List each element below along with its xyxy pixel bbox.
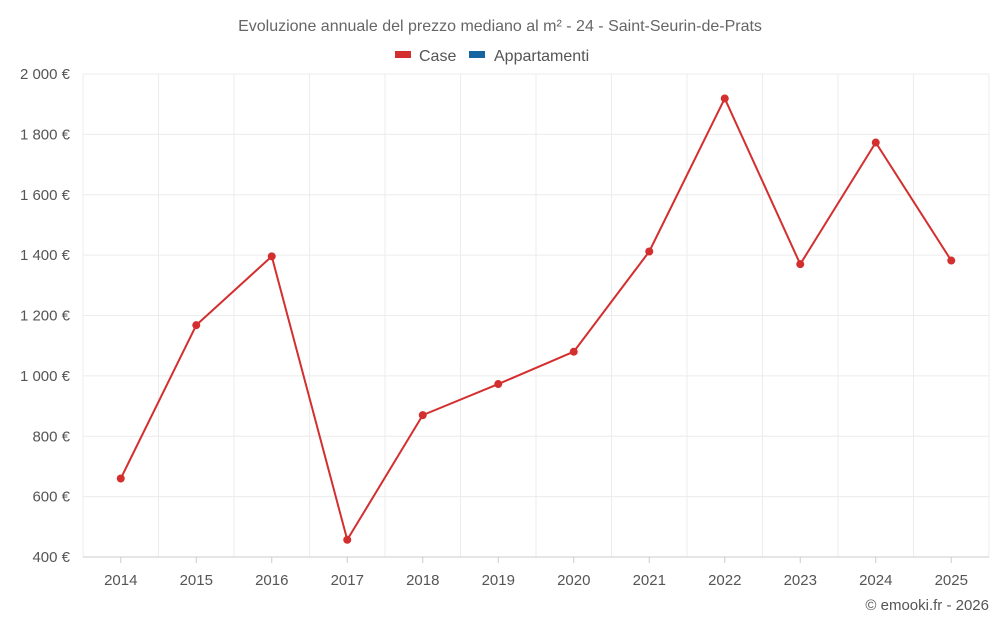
data-point-case[interactable]	[494, 380, 503, 389]
chart-title: Evoluzione annuale del prezzo mediano al…	[238, 18, 762, 35]
data-point-case[interactable]	[267, 252, 276, 261]
x-tick-label: 2014	[104, 572, 137, 589]
y-tick-label: 2 000 €	[20, 66, 71, 83]
x-tick-label: 2017	[331, 572, 364, 589]
legend-label-case: Case	[419, 48, 456, 65]
data-point-case[interactable]	[192, 321, 201, 330]
x-tick-label: 2020	[557, 572, 590, 589]
x-tick-label: 2021	[633, 572, 666, 589]
legend-swatch-appartamenti	[469, 51, 485, 58]
y-tick-label: 400 €	[32, 549, 70, 566]
legend-swatch-case	[395, 51, 411, 58]
data-point-case[interactable]	[569, 347, 578, 356]
data-point-case[interactable]	[418, 411, 427, 420]
credit-text: © emooki.fr - 2026	[865, 597, 989, 614]
x-axis-ticks: 2014 2015 2016 2017 2018 2019 2020 2021 2022 2023…	[104, 557, 968, 589]
y-tick-label: 1 600 €	[20, 187, 71, 204]
x-tick-label: 2015	[180, 572, 213, 589]
series-line-case	[119, 97, 953, 541]
data-point-case[interactable]	[871, 138, 880, 147]
data-point-case[interactable]	[645, 247, 654, 256]
grid	[82, 73, 990, 557]
x-tick-label: 2022	[708, 572, 741, 589]
legend: Case Appartamenti	[395, 48, 589, 65]
y-tick-label: 600 €	[32, 489, 70, 506]
data-point-case[interactable]	[343, 535, 352, 544]
data-point-case[interactable]	[116, 474, 125, 483]
x-tick-label: 2023	[784, 572, 817, 589]
x-tick-label: 2019	[482, 572, 515, 589]
y-tick-label: 1 200 €	[20, 308, 71, 325]
legend-label-appartamenti: Appartamenti	[494, 48, 589, 65]
y-tick-label: 1 000 €	[20, 368, 71, 385]
data-point-case[interactable]	[796, 260, 805, 269]
legend-item-appartamenti[interactable]: Appartamenti	[469, 48, 589, 65]
y-tick-label: 1 400 €	[20, 247, 71, 264]
data-point-case[interactable]	[947, 256, 956, 265]
legend-item-case[interactable]: Case	[395, 48, 456, 65]
x-tick-label: 2016	[255, 572, 288, 589]
x-tick-label: 2025	[935, 572, 968, 589]
x-tick-label: 2018	[406, 572, 439, 589]
x-tick-label: 2024	[859, 572, 892, 589]
y-tick-label: 1 800 €	[20, 126, 71, 143]
y-axis-ticks: 400 € 600 € 800 € 1 000 € 1 200 € 1 400 € 1 60…	[20, 66, 71, 566]
y-tick-label: 800 €	[32, 428, 70, 445]
series-case	[116, 94, 956, 544]
data-point-case[interactable]	[720, 94, 729, 103]
